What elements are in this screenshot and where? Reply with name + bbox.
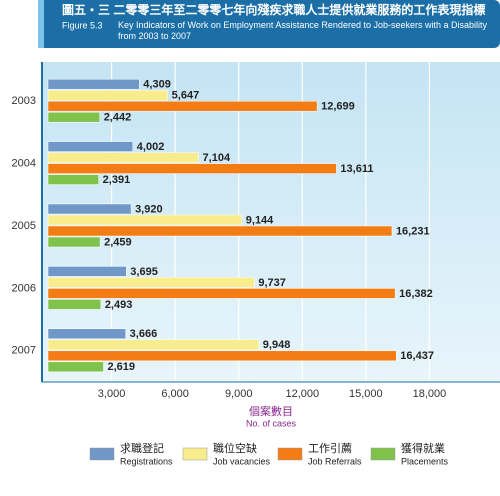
value-label: 4,002 <box>137 141 165 153</box>
bar <box>47 277 255 288</box>
value-label: 12,699 <box>321 101 355 113</box>
value-label: 3,666 <box>130 328 158 340</box>
legend-label-zh: 獲得就業 <box>401 441 445 455</box>
legend-swatch <box>277 447 303 461</box>
legend-label: Job vacancies <box>213 456 271 466</box>
legend-swatch <box>89 447 115 461</box>
y-tick-label: 2006 <box>12 282 36 294</box>
x-axis-title-en: No. of cases <box>246 418 297 428</box>
legend-label: Placements <box>401 456 449 466</box>
legend-swatch <box>182 447 208 461</box>
value-label: 16,231 <box>396 225 430 237</box>
bar <box>47 152 199 163</box>
figure-label: Figure 5.3 <box>62 20 103 30</box>
bar <box>47 100 318 112</box>
bar <box>47 236 101 248</box>
x-tick-label: 9,000 <box>225 388 253 400</box>
bar <box>47 111 100 123</box>
value-label: 13,611 <box>340 163 373 175</box>
bar <box>47 163 337 174</box>
legend-label-zh: 職位空缺 <box>213 441 257 455</box>
bar <box>47 89 168 101</box>
subtitle-box: Key Indicators of Work on Employment Ass… <box>118 20 487 41</box>
value-label: 5,647 <box>172 90 200 102</box>
x-axis-title: 個案數目 <box>249 404 293 418</box>
bar <box>47 361 104 373</box>
value-label: 16,437 <box>400 350 434 362</box>
bar <box>47 225 393 237</box>
bar <box>47 78 140 90</box>
y-tick-label: 2007 <box>12 345 36 357</box>
value-label: 9,144 <box>246 214 274 226</box>
bar <box>47 266 127 277</box>
x-tick-label: 6,000 <box>161 388 189 400</box>
bar <box>47 214 243 226</box>
bar <box>47 141 134 152</box>
value-label: 2,391 <box>103 174 131 186</box>
x-tick-label: 12,000 <box>285 388 319 400</box>
x-tick-label: 18,000 <box>413 388 447 400</box>
bar <box>47 174 99 185</box>
header-tab <box>38 0 44 48</box>
legend-label: Job Referrals <box>308 456 362 466</box>
x-tick-label: 3,000 <box>98 388 126 400</box>
chart-subtitle: Key Indicators of Work on Employment Ass… <box>118 20 487 41</box>
value-label: 3,920 <box>135 203 163 215</box>
value-label: 7,104 <box>203 152 231 164</box>
value-label: 3,695 <box>130 266 158 278</box>
bar <box>47 350 397 362</box>
legend-label: Registrations <box>120 456 173 466</box>
y-tick-label: 2004 <box>12 158 36 170</box>
value-label: 4,309 <box>143 79 171 91</box>
bar <box>47 299 102 310</box>
legend-swatch <box>370 447 396 461</box>
value-label: 9,737 <box>258 277 286 289</box>
value-label: 9,948 <box>263 339 291 351</box>
bar <box>47 339 260 351</box>
bar <box>47 288 396 299</box>
value-label: 2,493 <box>105 299 133 311</box>
legend-label-zh: 工作引薦 <box>308 441 352 455</box>
y-tick-label: 2005 <box>12 220 36 232</box>
bar <box>47 203 132 215</box>
bar <box>47 328 126 340</box>
chart-title: 圖五・三 二零零三年至二零零七年向殘疾求職人士提供就業服務的工作表現指標 <box>62 2 485 17</box>
header-band <box>38 0 500 48</box>
x-tick-label: 15,000 <box>349 388 383 400</box>
value-label: 16,382 <box>399 288 433 300</box>
legend-label-zh: 求職登記 <box>120 441 164 455</box>
value-label: 2,442 <box>104 112 132 124</box>
value-label: 2,459 <box>104 236 132 248</box>
value-label: 2,619 <box>107 361 135 373</box>
y-tick-label: 2003 <box>12 95 36 107</box>
